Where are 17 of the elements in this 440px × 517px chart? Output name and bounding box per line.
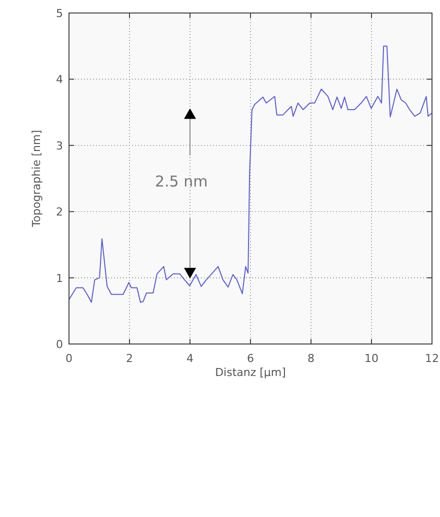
y-tick-label: 4 xyxy=(56,73,63,86)
y-tick-label: 3 xyxy=(56,139,63,152)
x-tick-label: 8 xyxy=(308,352,314,365)
x-tick-label: 10 xyxy=(364,352,378,365)
x-tick-label: 12 xyxy=(425,352,439,365)
y-tick-label: 2 xyxy=(56,206,63,219)
x-axis-title: Distanz [μm] xyxy=(215,366,286,379)
y-axis-title: Topographie [nm] xyxy=(30,130,43,228)
y-tick-label: 1 xyxy=(56,272,63,285)
annotation: 2.5 nm xyxy=(155,172,208,190)
y-tick-label: 0 xyxy=(56,338,63,351)
x-tick-label: 4 xyxy=(186,352,194,365)
x-tick-label: 0 xyxy=(66,352,72,365)
x-tick-label: 2 xyxy=(126,352,133,365)
y-tick-label: 5 xyxy=(56,7,63,20)
line-series xyxy=(68,46,432,303)
x-tick-label: 6 xyxy=(247,352,254,365)
